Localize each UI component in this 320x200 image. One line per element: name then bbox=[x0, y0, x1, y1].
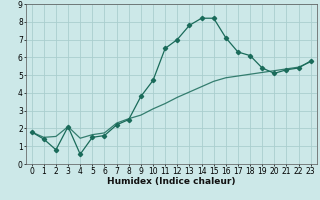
X-axis label: Humidex (Indice chaleur): Humidex (Indice chaleur) bbox=[107, 177, 236, 186]
